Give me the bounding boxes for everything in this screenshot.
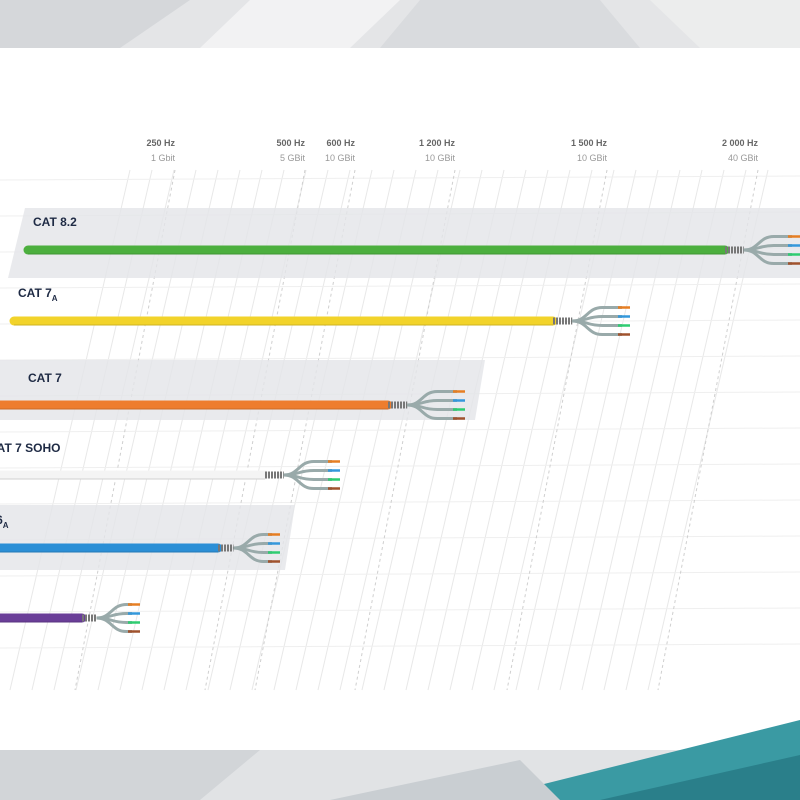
rate-label: 5 GBit — [280, 153, 306, 163]
frequency-label: 600 Hz — [326, 138, 355, 148]
frequency-label: 250 Hz — [146, 138, 175, 148]
grid-line — [0, 607, 800, 613]
grid-line — [0, 355, 800, 361]
scale-line — [254, 169, 356, 691]
rate-label: 40 GBit — [728, 153, 759, 163]
cable-label: CAT 7 SOHO — [0, 441, 60, 455]
cable-label: CAT 8.2 — [33, 215, 77, 229]
rate-label: 10 GBit — [425, 153, 456, 163]
cable-label-text: CAT 7 — [28, 371, 62, 385]
frequency-label: 2 000 Hz — [722, 138, 759, 148]
grid-line — [0, 463, 800, 469]
rate-label: 10 GBit — [325, 153, 356, 163]
scale-line — [204, 169, 306, 691]
scale-line — [657, 169, 759, 691]
frequency-label: 500 Hz — [276, 138, 305, 148]
bottom-banner — [0, 720, 800, 800]
cable-label: CAT 6A — [0, 513, 9, 530]
cable-label-sub: A — [52, 294, 58, 303]
grid-line — [0, 499, 800, 505]
grid-line — [0, 571, 800, 577]
cable-label-text: CAT 7 — [18, 286, 52, 300]
cable-label-sub: A — [3, 521, 9, 530]
cable-label: CAT 7A — [18, 286, 58, 303]
frequency-label: 1 500 Hz — [571, 138, 608, 148]
wire-pair — [96, 616, 132, 633]
wire-pair — [283, 473, 332, 490]
grid-line — [0, 175, 800, 181]
frequency-label: 1 200 Hz — [419, 138, 456, 148]
top-banner — [0, 0, 800, 48]
grid-line — [0, 427, 800, 433]
scale-line — [354, 169, 456, 691]
wire-pair — [572, 319, 622, 336]
grid-line — [0, 643, 800, 649]
rate-label: 10 GBit — [577, 153, 608, 163]
cable-label: CAT 7 — [28, 371, 62, 385]
scale-line — [74, 169, 176, 691]
wire-pair — [407, 403, 457, 420]
wire-pair — [743, 248, 792, 265]
cable-label-text: CAT 8.2 — [33, 215, 77, 229]
grid-line — [0, 283, 800, 289]
scale: 250 Hz 1 Gbit 500 Hz 5 GBit 600 Hz 10 GBit 1 2… — [146, 138, 758, 163]
scale-line — [506, 169, 608, 691]
rate-label: 1 Gbit — [151, 153, 176, 163]
wire-pair — [233, 546, 272, 563]
cable-label-text: CAT 7 SOHO — [0, 441, 60, 455]
cable-label-text: CAT 6 — [0, 513, 3, 527]
